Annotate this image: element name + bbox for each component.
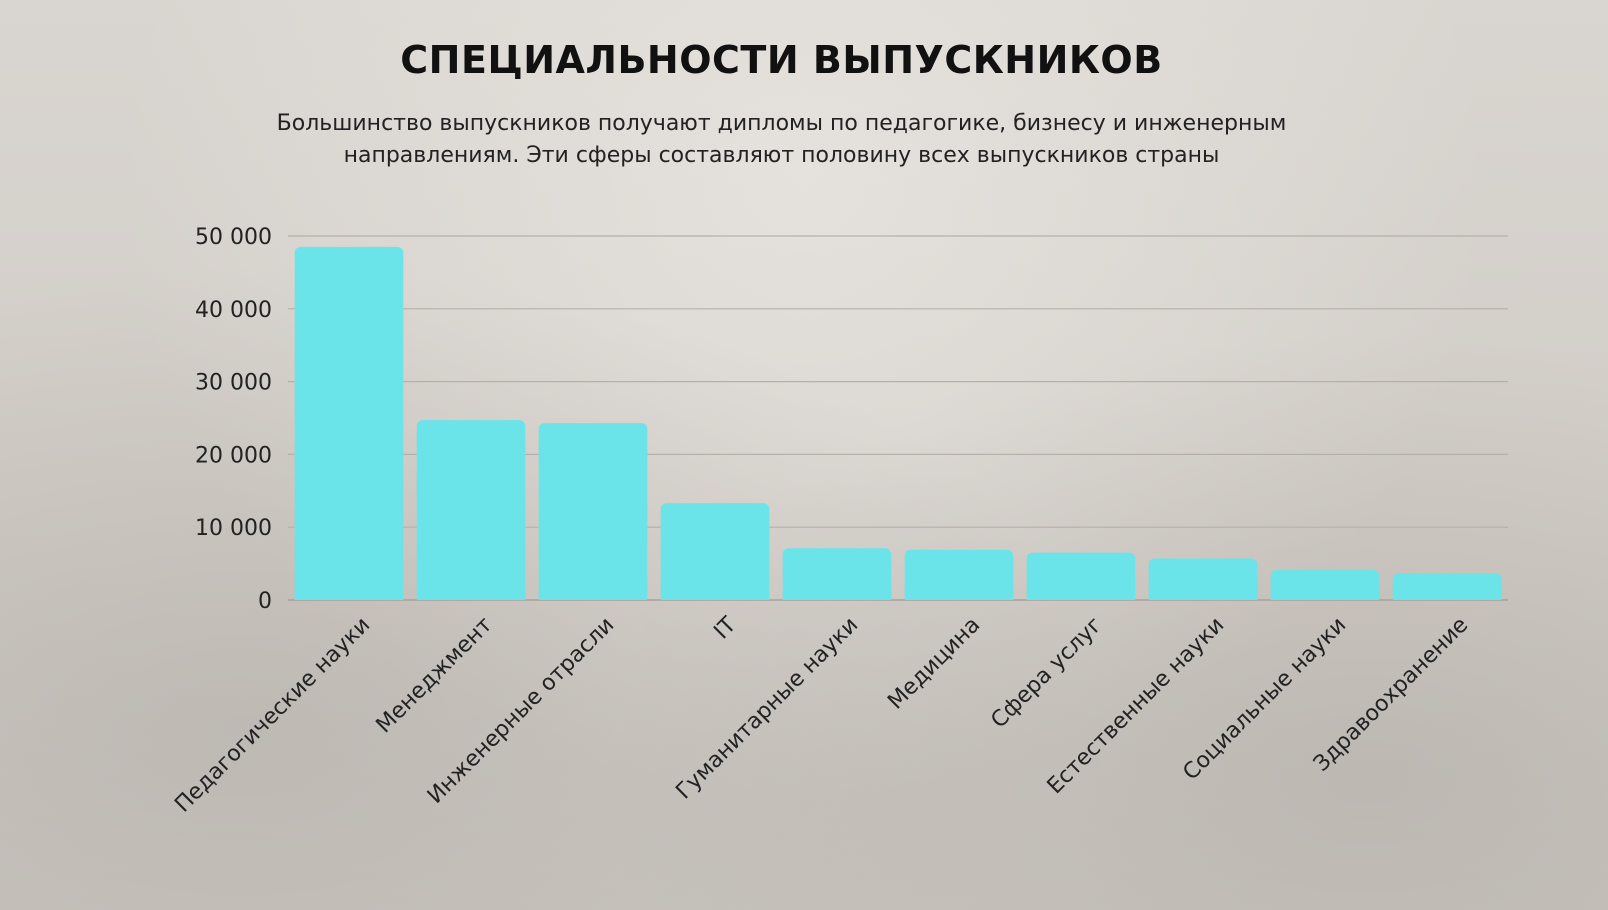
bar-0 bbox=[294, 246, 404, 601]
x-category-label: Сфера услуг bbox=[986, 613, 1107, 734]
x-category-label: Медицина bbox=[883, 613, 985, 715]
bar-base-6 bbox=[1026, 592, 1136, 600]
chart-title: СПЕЦИАЛЬНОСТИ ВЫПУСКНИКОВ bbox=[400, 38, 1163, 82]
y-tick-label: 40 000 bbox=[195, 298, 272, 323]
y-tick-label: 0 bbox=[258, 589, 272, 614]
y-tick-label: 20 000 bbox=[195, 443, 272, 468]
bar-6 bbox=[1026, 552, 1136, 600]
bar-base-4 bbox=[782, 592, 892, 600]
bar-base-5 bbox=[904, 592, 1014, 600]
bar-base-0 bbox=[294, 592, 404, 600]
bar-1 bbox=[416, 420, 526, 600]
bar-3 bbox=[660, 503, 770, 600]
x-axis-category-labels: Педагогические наукиМенеджментИнженерные… bbox=[170, 612, 1473, 817]
x-category-label: Гуманитарные науки bbox=[671, 613, 863, 805]
bars bbox=[294, 246, 1502, 601]
bar-base-2 bbox=[538, 592, 648, 600]
bar-5 bbox=[904, 549, 1014, 600]
x-category-label: Менеджмент bbox=[372, 612, 498, 738]
x-category-label: IT bbox=[709, 612, 741, 644]
bar-2 bbox=[538, 423, 648, 600]
y-tick-label: 10 000 bbox=[195, 516, 272, 541]
bar-base-8 bbox=[1270, 592, 1380, 600]
bar-4 bbox=[782, 548, 892, 600]
bar-base-9 bbox=[1392, 592, 1502, 600]
y-tick-label: 30 000 bbox=[195, 371, 272, 396]
x-category-label: Педагогические науки bbox=[170, 613, 375, 818]
bar-base-1 bbox=[416, 592, 526, 600]
bar-base-3 bbox=[660, 592, 770, 600]
bar-7 bbox=[1148, 558, 1258, 600]
y-tick-label: 50 000 bbox=[195, 225, 272, 250]
chart-subtitle: Большинство выпускников получают дипломы… bbox=[276, 111, 1287, 168]
y-axis-tick-labels: 0 10 000 20 000 30 000 40 000 50 000 bbox=[195, 225, 272, 614]
bar-base-7 bbox=[1148, 592, 1258, 600]
